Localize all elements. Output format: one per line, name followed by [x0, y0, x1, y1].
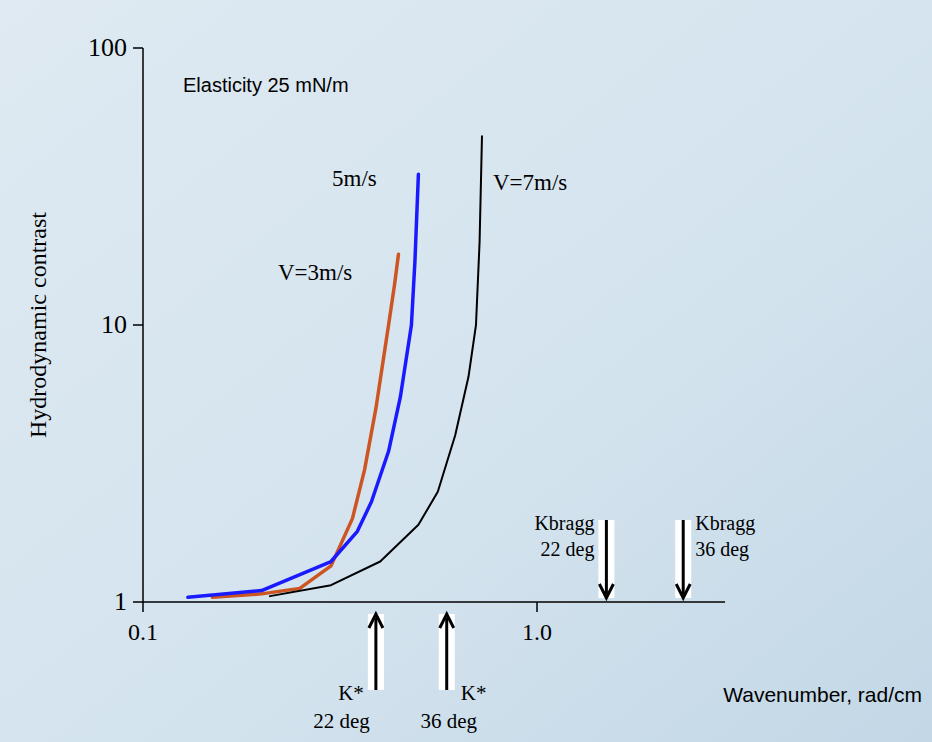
chart: 1 10 100 0.1 1.0 Hydrodynamic contrast Wavenum…	[0, 0, 932, 742]
arrow-head	[369, 614, 383, 628]
arrow-label: Kbragg	[695, 512, 755, 535]
background	[0, 0, 932, 742]
x-axis	[143, 601, 725, 603]
arrow-backing	[675, 520, 691, 598]
series-label: 5m/s	[332, 166, 377, 191]
series-line	[270, 136, 482, 596]
plot-area	[188, 136, 482, 597]
arrow-label: 36 deg	[695, 538, 749, 561]
x-tick	[142, 602, 144, 612]
arrow-label: K*	[338, 681, 364, 705]
arrow-shaft	[682, 520, 685, 594]
arrow-label: 22 deg	[541, 538, 595, 561]
arrow-label: 36 deg	[420, 709, 477, 733]
arrow-label: Kbragg	[534, 512, 594, 535]
y-tick	[133, 601, 143, 603]
series-label: V=3m/s	[278, 260, 352, 285]
arrow	[439, 614, 455, 690]
arrow-shaft	[445, 618, 448, 690]
annotation: Elasticity 25 mN/m	[183, 74, 349, 96]
arrow-head	[676, 584, 690, 598]
y-tick-label: 1	[114, 587, 127, 616]
arrow-backing	[598, 520, 614, 598]
series-label: V=7m/s	[493, 170, 567, 195]
x-tick	[536, 602, 538, 612]
arrow-head	[440, 614, 454, 628]
arrow	[598, 520, 614, 598]
y-axis-title: Hydrodynamic contrast	[25, 212, 51, 438]
arrow-backing	[439, 614, 455, 690]
x-tick-label: 0.1	[128, 619, 158, 645]
y-tick	[133, 324, 143, 326]
arrow-label: K*	[461, 681, 487, 705]
arrow-backing	[368, 614, 384, 690]
arrow-shaft	[605, 520, 608, 594]
arrow-label: 22 deg	[313, 709, 370, 733]
series-line	[188, 174, 419, 597]
y-tick-label: 10	[101, 310, 127, 339]
y-tick-label: 100	[88, 33, 127, 62]
x-axis-title: Wavenumber, rad/cm	[723, 683, 922, 706]
arrow-shaft	[374, 618, 377, 690]
series-line	[212, 254, 398, 597]
arrow	[675, 520, 691, 598]
y-tick	[133, 47, 143, 49]
arrow-head	[599, 584, 613, 598]
x-tick-label: 1.0	[522, 619, 552, 645]
arrow	[368, 614, 384, 690]
